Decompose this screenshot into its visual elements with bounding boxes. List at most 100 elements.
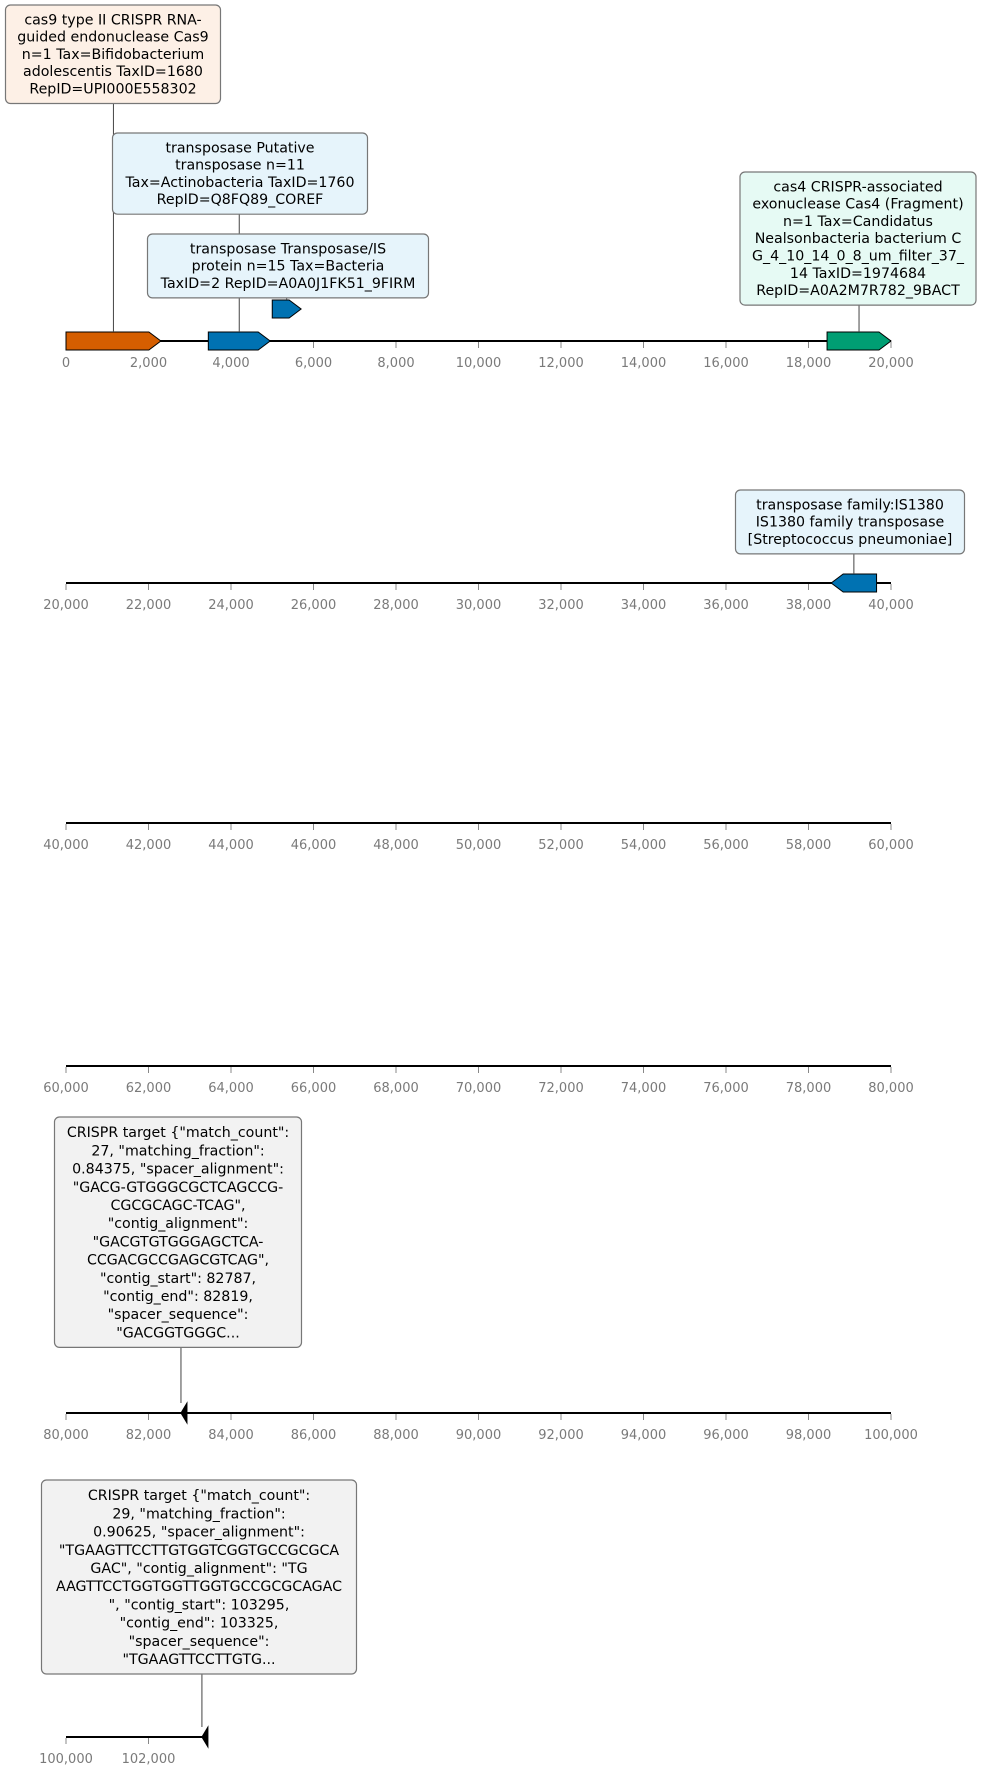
- tick-label: 38,000: [786, 598, 832, 613]
- cas4-gene-arrow: [826, 331, 892, 351]
- cas4-label-box: [739, 171, 977, 306]
- tick-label: 78,000: [786, 1081, 832, 1096]
- tick-label: 92,000: [538, 1428, 584, 1443]
- tick-label: 98,000: [786, 1428, 832, 1443]
- transposase-2-label-line: transposase Transposase/IS: [190, 241, 386, 257]
- tick-label: 6,000: [295, 356, 332, 371]
- crispr-target-1-label-line: "contig_alignment":: [108, 1216, 249, 1232]
- crispr-target-1-label-line: "GACGGTGGGC...: [116, 1325, 239, 1341]
- tick-label: 48,000: [373, 838, 419, 853]
- tick-label: 44,000: [208, 838, 254, 853]
- cas9-gene-arrow: [65, 331, 162, 351]
- crispr-target-2-label-line: AAGTTCCTGGTGGTTGGTGCCGCGCAGAC: [56, 1579, 342, 1595]
- tick-label: 76,000: [703, 1081, 749, 1096]
- cas9-label-line: adolescentis TaxID=1680: [23, 64, 203, 80]
- crispr-target-2-label-line: 29, "matching_fraction":: [112, 1506, 285, 1522]
- crispr-target-1-label-line: 27, "matching_fraction":: [91, 1143, 264, 1159]
- tick-label: 56,000: [703, 838, 749, 853]
- cas4-label-line: RepID=A0A2M7R782_9BACT: [756, 283, 960, 299]
- tick-label: 90,000: [456, 1428, 502, 1443]
- cas4-label-line: cas4 CRISPR-associated: [773, 179, 942, 195]
- tick-label: 60,000: [868, 838, 914, 853]
- tick-label: 42,000: [126, 838, 172, 853]
- tick-label: 26,000: [291, 598, 337, 613]
- transposase-is1380-gene-arrow: [830, 573, 878, 593]
- tick-label: 100,000: [864, 1428, 918, 1443]
- tick-label: 22,000: [126, 598, 172, 613]
- cas4-label-line: n=1 Tax=Candidatus: [783, 214, 933, 230]
- tick-label: 60,000: [43, 1081, 89, 1096]
- crispr-target-2-label-line: GAC", "contig_alignment": "TG: [90, 1561, 307, 1577]
- crispr-target-1-label-line: "contig_start": 82787,: [100, 1271, 256, 1287]
- crispr-target-marker: [180, 1401, 188, 1425]
- transposase-1-label-line: RepID=Q8FQ89_COREF: [157, 192, 324, 208]
- crispr-target-1-label-line: "contig_end": 82819,: [103, 1289, 253, 1305]
- tick-label: 2,000: [130, 356, 167, 371]
- crispr-target-2-label-line: 0.90625, "spacer_alignment":: [93, 1525, 305, 1541]
- tick-label: 88,000: [373, 1428, 419, 1443]
- tick-label: 14,000: [621, 356, 667, 371]
- transposase-1-label-box: [111, 132, 369, 215]
- transposase-is1380-label-line: transposase family:IS1380: [756, 497, 944, 513]
- tick-label: 80,000: [43, 1428, 89, 1443]
- cas4-label-line: G_4_10_14_0_8_um_filter_37_: [752, 249, 965, 265]
- tick-label: 20,000: [868, 356, 914, 371]
- cas9-label-line: RepID=UPI000E558302: [29, 82, 196, 98]
- transposase-2-label-line: TaxID=2 RepID=A0A0J1FK51_9FIRM: [160, 276, 416, 292]
- tick-label: 34,000: [621, 598, 667, 613]
- tick-label: 74,000: [621, 1081, 667, 1096]
- transposase-is1380-label-line: [Streptococcus pneumoniae]: [748, 532, 953, 548]
- tick-label: 86,000: [291, 1428, 337, 1443]
- tick-label: 12,000: [538, 356, 584, 371]
- tick-label: 24,000: [208, 598, 254, 613]
- transposase-1-label-line: transposase Putative: [165, 140, 314, 156]
- crispr-target-2-label-box: [40, 1479, 358, 1675]
- tick-label: 82,000: [126, 1428, 172, 1443]
- tick-label: 54,000: [621, 838, 667, 853]
- crispr-target-marker: [201, 1725, 209, 1749]
- transposase-1-gene-arrow: [207, 331, 272, 351]
- tick-label: 32,000: [538, 598, 584, 613]
- transposase-1-label-line: transposase n=11: [175, 158, 305, 174]
- transposase-2-label-line: protein n=15 Tax=Bacteria: [192, 259, 385, 275]
- cas9-label-line: cas9 type II CRISPR RNA-: [24, 12, 201, 28]
- tick-label: 0: [62, 356, 70, 371]
- crispr-target-1-label-line: CGCGCAGC-TCAG",: [110, 1198, 245, 1214]
- tick-label: 80,000: [868, 1081, 914, 1096]
- transposase-is1380-label-line: IS1380 family transposase: [756, 515, 944, 531]
- crispr-target-1-label-line: CCGACGCCGAGCGTCAG",: [87, 1253, 269, 1269]
- tick-label: 40,000: [43, 838, 89, 853]
- cas4-label-line: Nealsonbacteria bacterium C: [755, 231, 962, 247]
- crispr-target-1-label-line: 0.84375, "spacer_alignment":: [72, 1162, 284, 1178]
- tick-label: 46,000: [291, 838, 337, 853]
- transposase-2-label-box: [146, 233, 430, 299]
- tick-label: 16,000: [703, 356, 749, 371]
- transposase-is1380-label-box: [734, 489, 966, 555]
- crispr-target-1-label-line: "spacer_sequence":: [108, 1307, 249, 1323]
- crispr-target-2-label-line: "TGAAGTTCCTTGTG...: [122, 1652, 275, 1668]
- cas9-label-line: guided endonuclease Cas9: [17, 30, 208, 46]
- crispr-target-1-label-line: "GACG-GTGGGCGCTCAGCCG-: [73, 1180, 284, 1196]
- cas9-label-box: [4, 4, 222, 105]
- tick-label: 10,000: [456, 356, 502, 371]
- cas4-label-line: 14 TaxID=1974684: [790, 266, 926, 282]
- tick-label: 64,000: [208, 1081, 254, 1096]
- tick-label: 66,000: [291, 1081, 337, 1096]
- tick-label: 30,000: [456, 598, 502, 613]
- crispr-target-2-label-line: "TGAAGTTCCTTGTGGTCGGTGCCGCGCA: [59, 1543, 340, 1559]
- transposase-2-gene-arrow: [271, 299, 302, 319]
- tick-label: 94,000: [621, 1428, 667, 1443]
- tick-label: 102,000: [122, 1752, 176, 1767]
- tick-label: 50,000: [456, 838, 502, 853]
- tick-label: 100,000: [39, 1752, 93, 1767]
- tick-label: 18,000: [786, 356, 832, 371]
- tick-label: 96,000: [703, 1428, 749, 1443]
- tick-label: 8,000: [377, 356, 414, 371]
- tick-label: 20,000: [43, 598, 89, 613]
- tick-label: 84,000: [208, 1428, 254, 1443]
- crispr-target-2-label-line: ", "contig_start": 103295,: [109, 1597, 290, 1613]
- tick-label: 4,000: [212, 356, 249, 371]
- tick-label: 58,000: [786, 838, 832, 853]
- crispr-target-1-label-box: [53, 1116, 303, 1348]
